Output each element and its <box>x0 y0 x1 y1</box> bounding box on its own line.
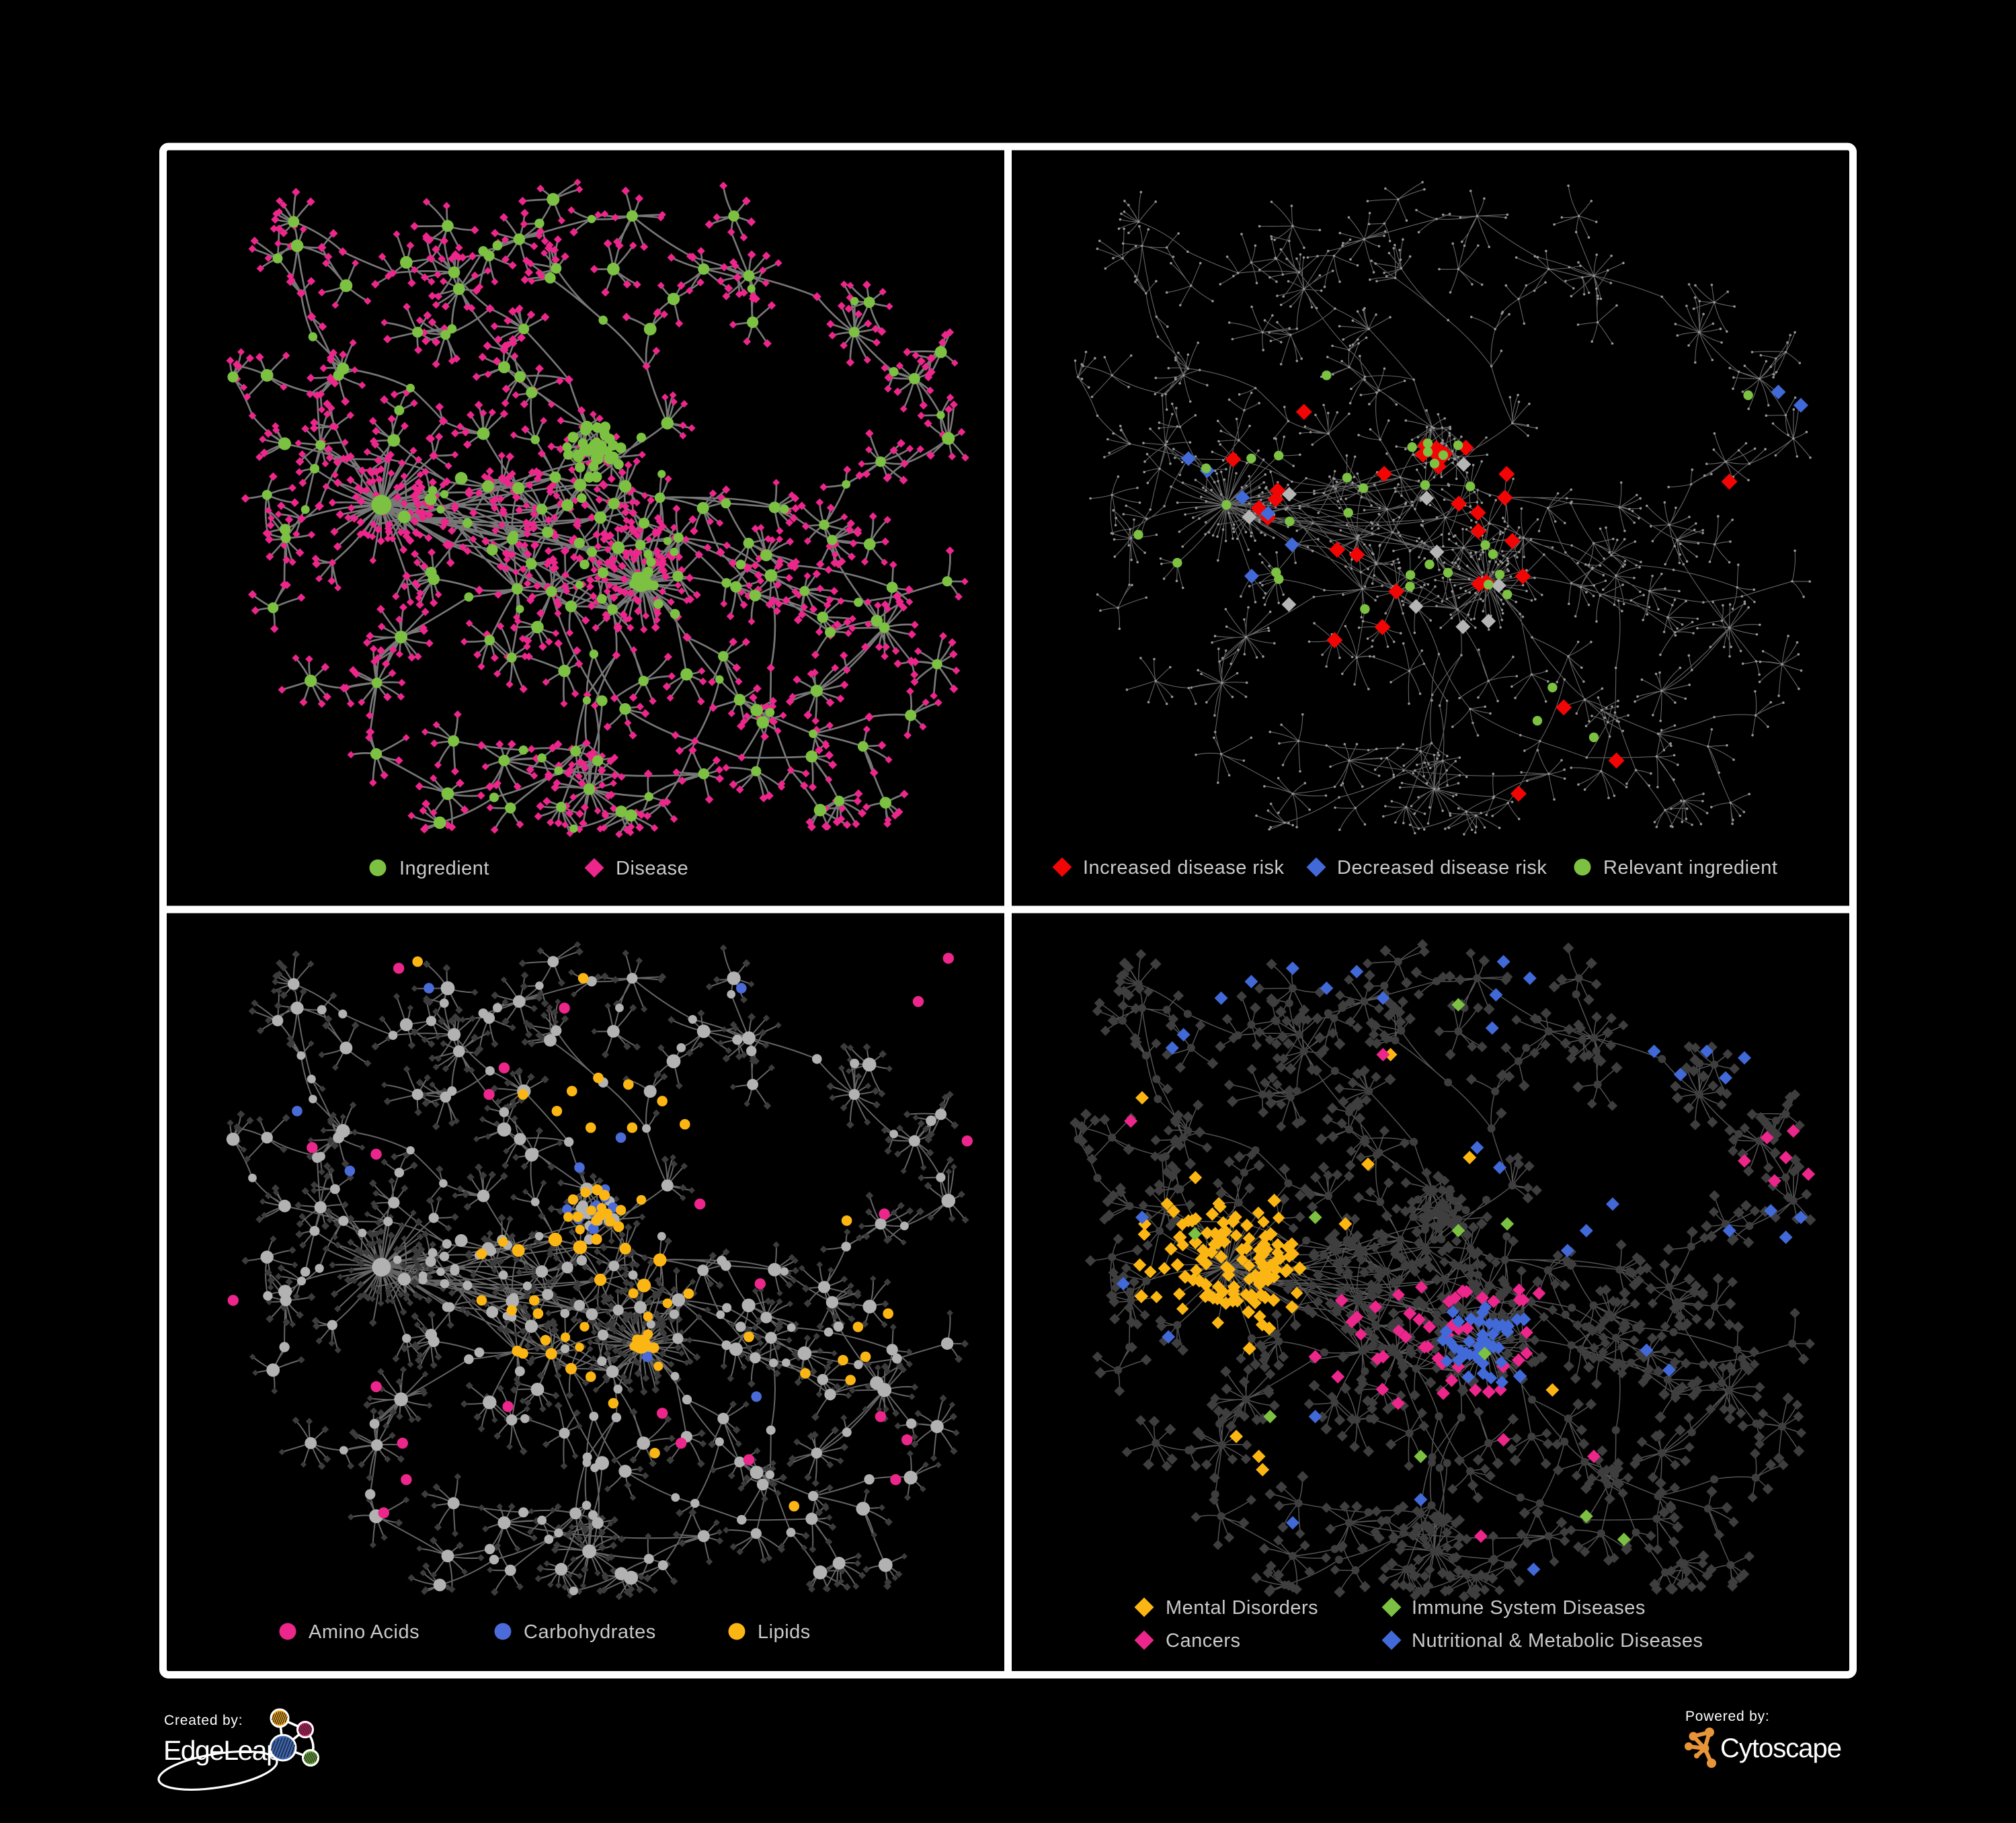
svg-text:Relevant ingredient: Relevant ingredient <box>1603 857 1777 879</box>
svg-text:Increased disease risk: Increased disease risk <box>1083 857 1285 879</box>
svg-text:Ingredient: Ingredient <box>399 858 489 879</box>
svg-text:Lipids: Lipids <box>758 1621 811 1643</box>
svg-text:Decreased disease risk: Decreased disease risk <box>1337 857 1547 879</box>
svg-text:Created by:: Created by: <box>164 1713 243 1728</box>
svg-text:Amino Acids: Amino Acids <box>309 1621 419 1643</box>
svg-text:Powered by:: Powered by: <box>1685 1709 1770 1724</box>
svg-text:Nutritional & Metabolic Diseas: Nutritional & Metabolic Diseases <box>1412 1630 1703 1652</box>
svg-text:Carbohydrates: Carbohydrates <box>524 1621 656 1643</box>
svg-text:Immune System Diseases: Immune System Diseases <box>1412 1597 1646 1619</box>
svg-text:Cytoscape: Cytoscape <box>1720 1734 1841 1763</box>
svg-text:EdgeLeap: EdgeLeap <box>163 1735 281 1766</box>
svg-text:Cancers: Cancers <box>1166 1630 1241 1652</box>
svg-text:Disease: Disease <box>616 858 688 879</box>
svg-text:Mental Disorders: Mental Disorders <box>1166 1597 1318 1619</box>
